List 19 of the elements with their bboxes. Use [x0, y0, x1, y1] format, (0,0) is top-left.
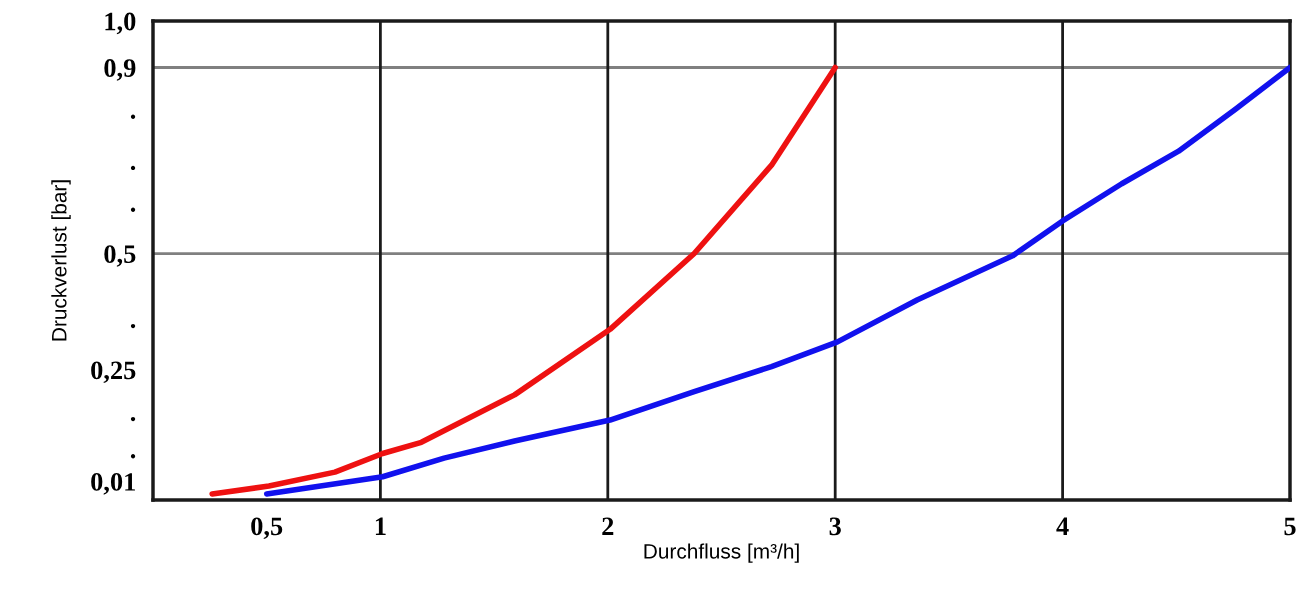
x-tick-label: 1 — [375, 517, 386, 535]
y-tick-label: . — [130, 323, 136, 329]
y-tick-label: . — [130, 454, 136, 459]
y-tick-label: 0,01 — [91, 473, 135, 495]
x-tick-label: 5 — [1284, 517, 1296, 536]
y-tick-label: . — [130, 416, 136, 422]
x-tick-label: 0,5 — [251, 517, 283, 540]
y-axis-title: Druckverlust [bar] — [51, 180, 71, 341]
y-tick-label: . — [130, 165, 136, 171]
y-tick-label: 0,9 — [104, 59, 136, 81]
y-tick-label: . — [130, 114, 136, 119]
y-tick-label: 0,5 — [104, 245, 136, 267]
x-tick-label: 4 — [1056, 517, 1069, 535]
x-tick-label: 3 — [829, 517, 841, 536]
x-tick-label: 2 — [602, 517, 614, 535]
y-tick-label: . — [130, 207, 136, 212]
y-tick-label: 0,25 — [91, 361, 136, 384]
x-axis-title: Durchfluss [m³/h] — [644, 543, 799, 563]
y-tick-label: 1,0 — [105, 12, 136, 35]
